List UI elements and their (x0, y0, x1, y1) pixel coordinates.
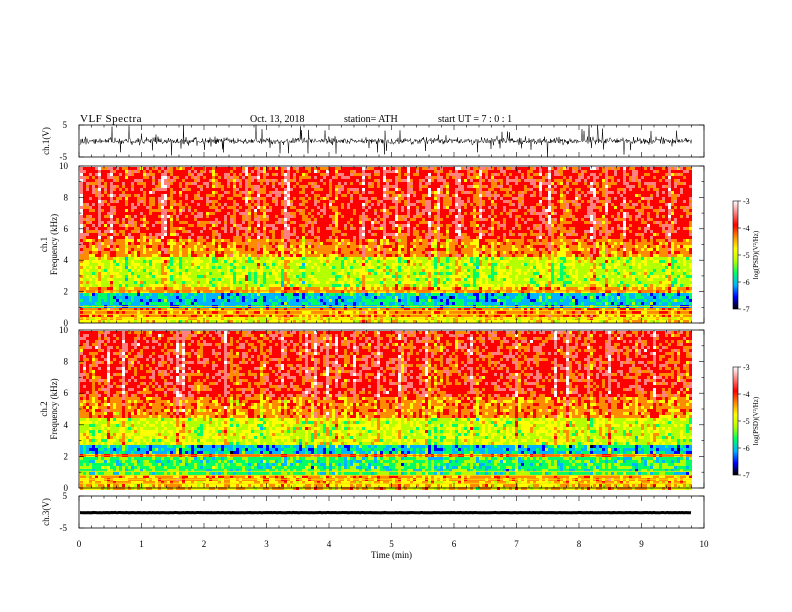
ch2-spectrogram-image (80, 331, 692, 490)
ch1-colorbar-gradient (733, 201, 738, 309)
ch2-spectrogram-y-tick-label: 8 (64, 357, 69, 367)
ch1-colorbar-label: log(PSD)(V²/Hz) (752, 230, 760, 279)
ch1-waveform-y-axis-label: ch.1(V) (41, 127, 51, 155)
x-tick-label: 7 (514, 539, 519, 549)
x-tick-label: 1 (139, 539, 144, 549)
ch3-waveform-y-axis-label: ch.3(V) (41, 498, 51, 526)
ch1-waveform-trace (80, 125, 692, 157)
ch2-spectrogram-y-tick-label: 0 (64, 483, 69, 493)
ch2-colorbar-tick-label: -5 (743, 417, 750, 426)
ch2-spectrogram-y-axis-label-channel: ch.2 (39, 401, 49, 416)
x-tick-label: 4 (327, 539, 332, 549)
ch2-spectrogram-y-axis-label-frequency: Frequency (kHz) (49, 378, 59, 439)
x-tick-label: 2 (202, 539, 207, 549)
ch1-spectrogram-y-tick-label: 8 (64, 192, 69, 202)
x-tick-label: 10 (700, 539, 710, 549)
x-tick-label: 5 (389, 539, 394, 549)
ch2-spectrogram-y-tick-label: 10 (59, 325, 69, 335)
ch1-spectrogram-y-tick-label: 10 (59, 161, 69, 171)
x-tick-label: 8 (577, 539, 582, 549)
x-axis-label: Time (min) (371, 550, 412, 560)
ch2-colorbar-tick-label: -6 (743, 444, 750, 453)
ch2-colorbar-tick-label: -3 (743, 363, 750, 372)
ch1-colorbar-tick-label: -4 (743, 224, 750, 233)
ch1-spectrogram-y-axis-label-frequency: Frequency (kHz) (49, 214, 59, 275)
ch2-colorbar-tick-label: -7 (743, 471, 750, 480)
ch1-waveform-y-tick-label: 5 (63, 120, 68, 130)
x-tick-label: 0 (77, 539, 82, 549)
ch1-spectrogram-image (80, 167, 692, 323)
ch1-colorbar-tick-label: -7 (743, 305, 750, 314)
ch1-spectrogram-y-axis-label-channel: ch.1 (39, 237, 49, 252)
ch1-spectrogram-y-tick-label: 2 (64, 287, 69, 297)
ch1-colorbar-tick-label: -3 (743, 197, 750, 206)
ch2-colorbar-tick-label: -4 (743, 390, 750, 399)
colorbars: -3 -4 -5 -6 -7 log(PSD)(V²/Hz) -3 -4 -5 -6 -7 log(P… (733, 197, 760, 480)
x-tick-label: 9 (639, 539, 644, 549)
ch2-spectrogram-y-tick-label: 2 (64, 451, 69, 461)
ch1-spectrogram-y-tick-label: 4 (64, 255, 69, 265)
ch3-waveform-trace (80, 512, 691, 513)
x-tick-label: 6 (452, 539, 457, 549)
ch2-spectrogram-y-tick-label: 4 (64, 420, 69, 430)
ch1-spectrogram-y-tick-label: 6 (64, 224, 69, 234)
ch1-colorbar-tick-label: -6 (743, 278, 750, 287)
ch1-colorbar-tick-label: -5 (743, 251, 750, 260)
ch2-colorbar-label: log(PSD)(V²/Hz) (752, 396, 760, 445)
ch3-waveform-y-tick-label: -5 (60, 523, 68, 533)
ch2-spectrogram-y-tick-label: 6 (64, 388, 69, 398)
ch2-colorbar-gradient (733, 367, 738, 475)
x-tick-label: 3 (264, 539, 269, 549)
